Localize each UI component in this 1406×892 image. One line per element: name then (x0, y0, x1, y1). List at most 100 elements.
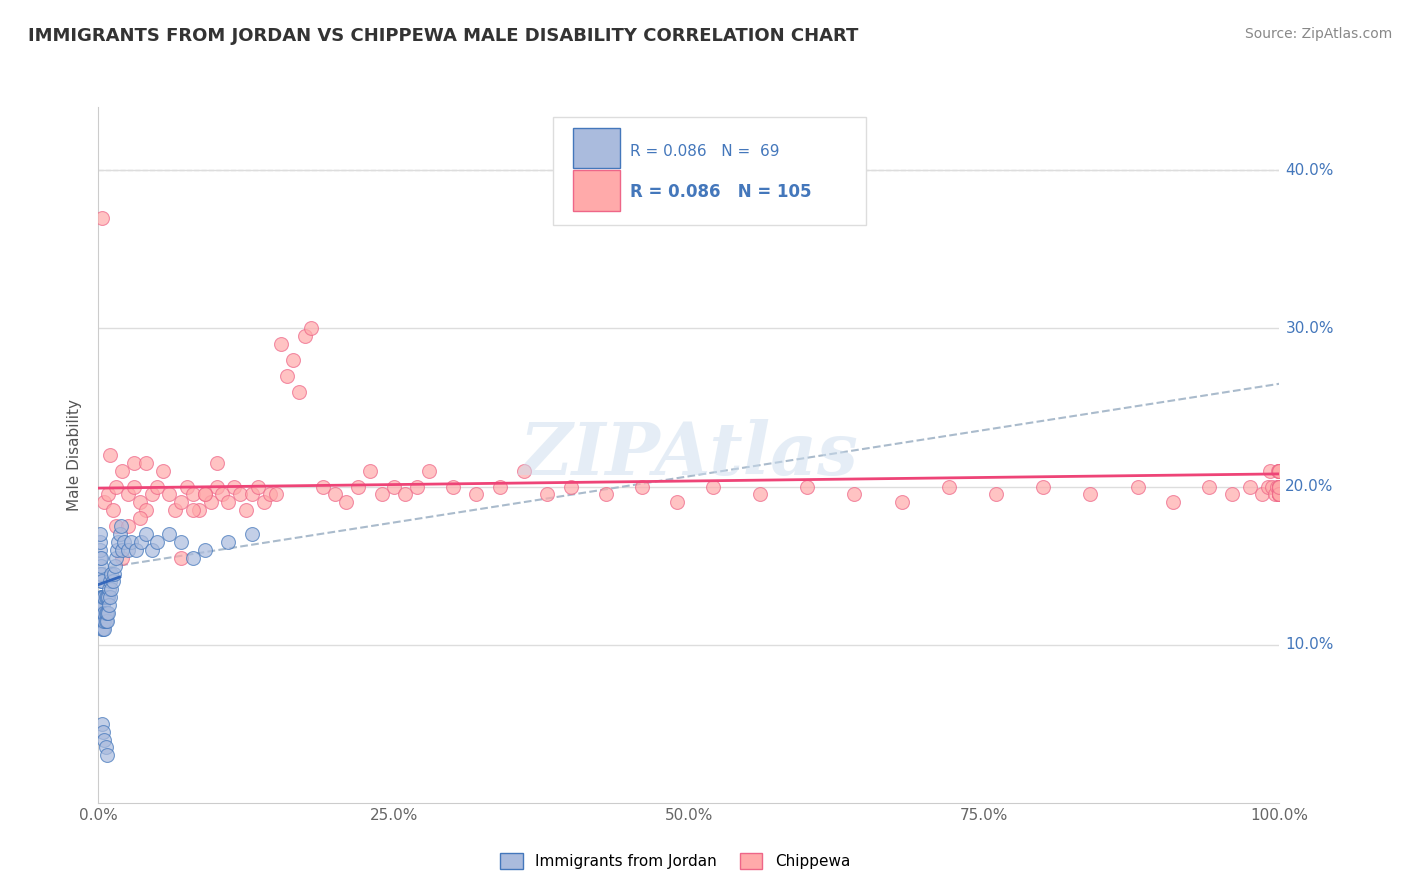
Point (1126, 479, 1149, 493)
Text: IMMIGRANTS FROM JORDAN VS CHIPPEWA MALE DISABILITY CORRELATION CHART: IMMIGRANTS FROM JORDAN VS CHIPPEWA MALE … (28, 27, 859, 45)
Point (1161, 495, 1184, 509)
Point (108, 527, 131, 541)
Point (98, 591, 121, 605)
Point (91, 574, 114, 589)
Point (90, 591, 112, 605)
Point (1268, 479, 1291, 493)
Point (844, 487, 866, 501)
Point (89, 527, 111, 541)
Text: 40.0%: 40.0% (1285, 163, 1334, 178)
Point (406, 479, 429, 493)
Point (984, 487, 1007, 501)
Point (1268, 487, 1291, 501)
Point (110, 519, 132, 533)
Point (91, 591, 114, 605)
Point (117, 487, 139, 501)
Point (94, 591, 117, 605)
Point (796, 479, 818, 493)
Text: ZIPAtlas: ZIPAtlas (520, 419, 858, 491)
Point (246, 479, 269, 493)
Point (489, 479, 512, 493)
Point (418, 464, 440, 478)
Point (1268, 487, 1291, 501)
Point (748, 487, 770, 501)
Point (259, 487, 281, 501)
Point (90, 606, 112, 620)
Point (91, 606, 114, 620)
Point (187, 503, 209, 517)
Point (702, 479, 724, 493)
Point (107, 534, 129, 549)
Point (91, 598, 114, 612)
Point (630, 479, 652, 493)
Point (152, 464, 174, 478)
Point (129, 534, 152, 549)
Point (100, 566, 122, 581)
Point (91, 614, 114, 628)
Point (98, 582, 121, 597)
Point (90, 550, 112, 565)
Point (122, 456, 145, 470)
FancyBboxPatch shape (574, 128, 620, 169)
Point (111, 550, 134, 565)
Point (105, 479, 128, 493)
Point (359, 464, 381, 478)
Point (141, 542, 163, 557)
Point (1198, 479, 1220, 493)
Point (97, 487, 120, 501)
Point (91, 622, 114, 636)
Point (91, 724, 114, 739)
Point (91, 598, 114, 612)
Point (93, 622, 115, 636)
Point (96, 748, 118, 763)
Point (224, 479, 246, 493)
Point (1080, 487, 1102, 501)
Point (1239, 479, 1261, 493)
Point (89, 566, 111, 581)
Point (141, 487, 163, 501)
Point (96, 614, 118, 628)
Point (125, 542, 148, 557)
Y-axis label: Male Disability: Male Disability (67, 399, 83, 511)
Text: R = 0.086   N =  69: R = 0.086 N = 69 (630, 145, 779, 159)
Point (666, 495, 689, 509)
Point (1268, 479, 1291, 493)
Point (98, 598, 121, 612)
Point (335, 495, 357, 509)
Point (1268, 479, 1291, 493)
Point (1268, 487, 1291, 501)
Point (135, 527, 157, 541)
Point (94, 606, 117, 620)
Point (98, 448, 121, 462)
Point (89, 534, 111, 549)
Point (121, 534, 143, 549)
Point (194, 487, 217, 501)
Point (93, 614, 115, 628)
Point (200, 495, 222, 509)
Point (122, 479, 145, 493)
Point (382, 479, 405, 493)
Point (128, 511, 150, 525)
Point (111, 542, 134, 557)
Point (146, 479, 169, 493)
Text: Source: ZipAtlas.com: Source: ZipAtlas.com (1244, 27, 1392, 41)
Point (170, 534, 193, 549)
Text: R = 0.086   N = 105: R = 0.086 N = 105 (630, 183, 811, 201)
Point (211, 487, 233, 501)
Point (128, 495, 150, 509)
Point (165, 503, 187, 517)
Point (89, 542, 111, 557)
Point (135, 456, 157, 470)
Text: 30.0%: 30.0% (1285, 321, 1334, 336)
Point (217, 534, 239, 549)
Point (394, 487, 416, 501)
Point (1268, 479, 1291, 493)
Point (91, 614, 114, 628)
Point (170, 550, 193, 565)
Legend: Immigrants from Jordan, Chippewa: Immigrants from Jordan, Chippewa (494, 847, 856, 875)
Text: 10.0%: 10.0% (1285, 637, 1334, 652)
Point (91, 606, 114, 620)
Point (323, 487, 346, 501)
Point (294, 329, 316, 343)
Point (93, 591, 115, 605)
